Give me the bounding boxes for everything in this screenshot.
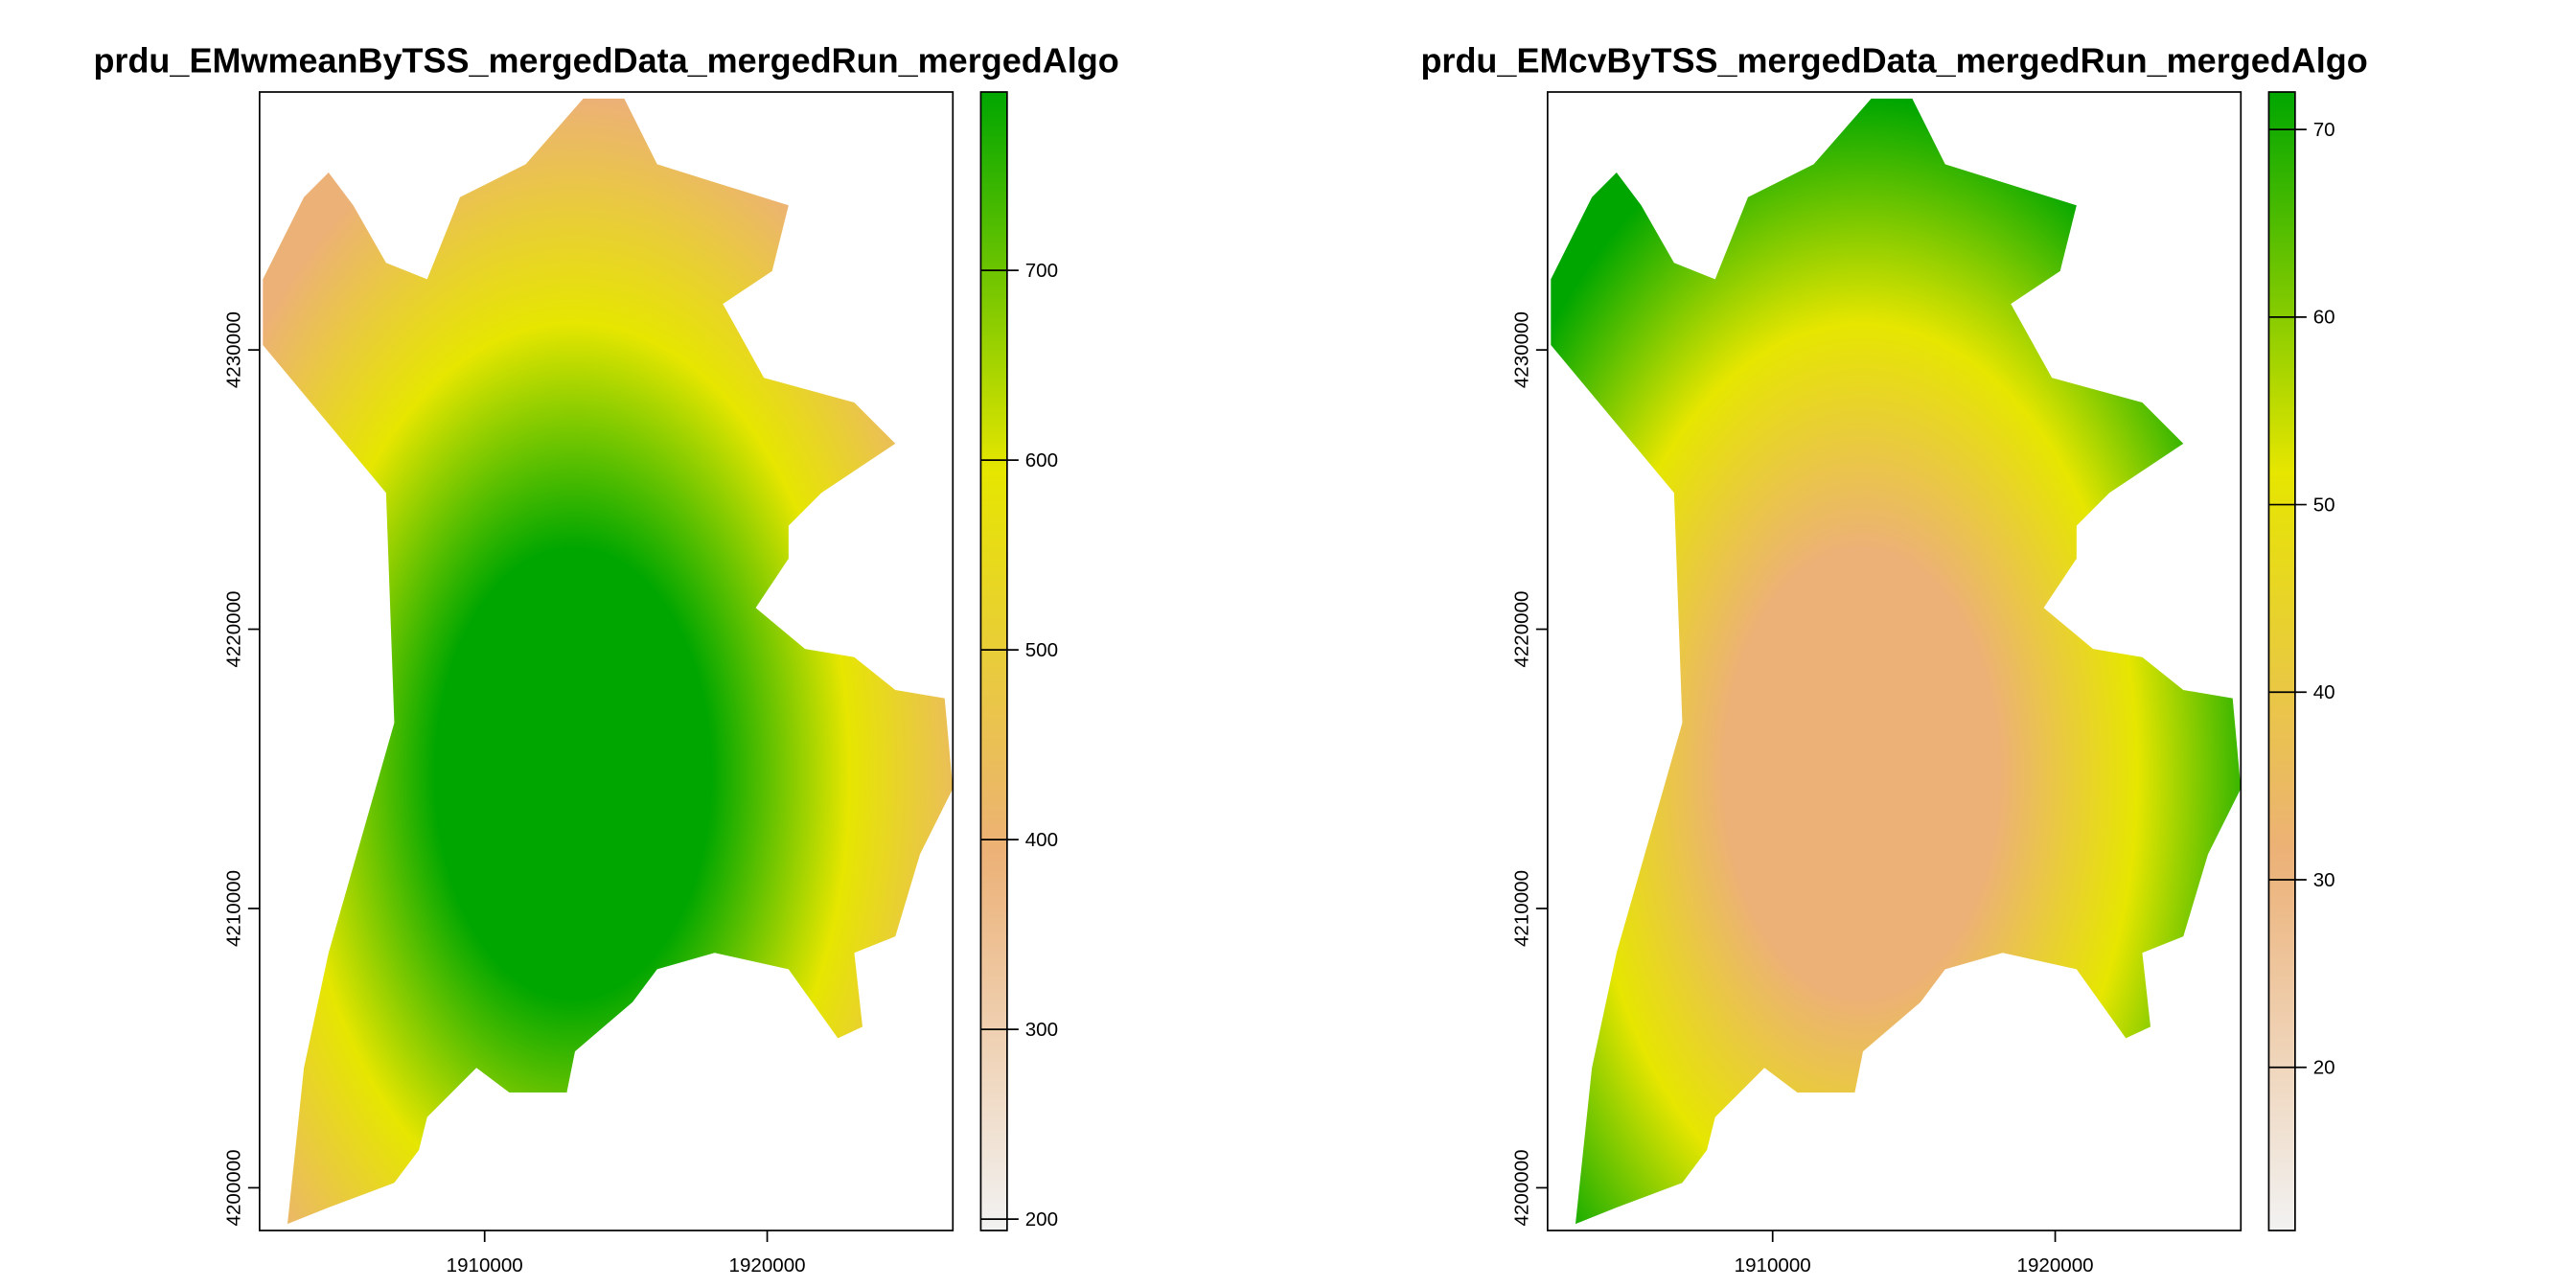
y-tick-label: 4210000 bbox=[1510, 870, 1532, 947]
y-tick-label: 4210000 bbox=[222, 870, 244, 947]
y-tick-label: 4220000 bbox=[222, 591, 244, 668]
x-tick-label: 1920000 bbox=[2017, 1254, 2094, 1276]
raster-surface bbox=[263, 98, 954, 1225]
raster-surface bbox=[1551, 98, 2242, 1225]
y-tick-label: 4200000 bbox=[1510, 1149, 1532, 1226]
y-tick-label: 4220000 bbox=[1510, 591, 1532, 668]
x-tick-label: 1920000 bbox=[729, 1254, 806, 1276]
colorbar-tick-label: 30 bbox=[2313, 869, 2335, 891]
colorbar-tick-label: 700 bbox=[1025, 260, 1058, 282]
colorbar-tick-label: 400 bbox=[1025, 829, 1058, 851]
chart-title: prdu_EMwmeanByTSS_mergedData_mergedRun_m… bbox=[93, 40, 1118, 80]
x-tick-label: 1910000 bbox=[447, 1254, 523, 1276]
colorbar-tick-label: 20 bbox=[2313, 1057, 2335, 1079]
colorbar-tick-label: 500 bbox=[1025, 639, 1058, 661]
colorbar-tick-label: 70 bbox=[2313, 119, 2335, 141]
y-tick-label: 4200000 bbox=[222, 1149, 244, 1226]
colorbar-tick-label: 60 bbox=[2313, 307, 2335, 329]
plot-frame bbox=[259, 91, 954, 1231]
y-tick-label: 4230000 bbox=[222, 311, 244, 388]
colorbar bbox=[979, 91, 1008, 1231]
colorbar-tick-label: 50 bbox=[2313, 494, 2335, 516]
chart-title: prdu_EMcvByTSS_mergedData_mergedRun_merg… bbox=[1420, 40, 2367, 80]
colorbar-tick-label: 200 bbox=[1025, 1208, 1058, 1230]
colorbar-tick-label: 40 bbox=[2313, 681, 2335, 703]
plot-frame bbox=[1547, 91, 2242, 1231]
x-tick-label: 1910000 bbox=[1735, 1254, 1811, 1276]
colorbar-tick-label: 300 bbox=[1025, 1019, 1058, 1041]
colorbar bbox=[2267, 91, 2296, 1231]
y-tick-label: 4230000 bbox=[1510, 311, 1532, 388]
colorbar-tick-label: 600 bbox=[1025, 449, 1058, 472]
